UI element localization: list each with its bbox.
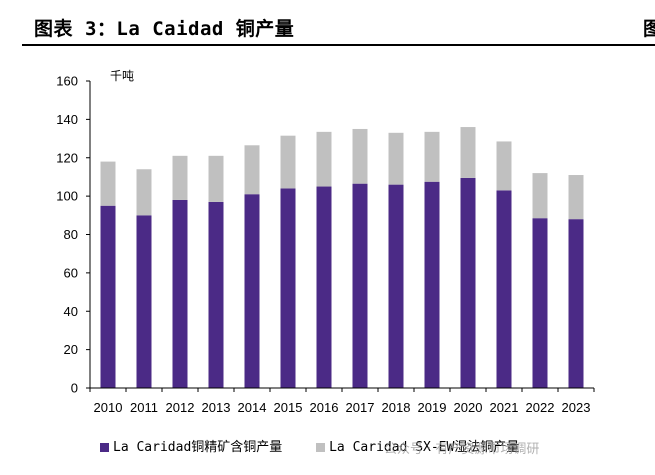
x-tick-label: 2018 bbox=[382, 400, 411, 415]
x-tick-label: 2019 bbox=[418, 400, 447, 415]
x-tick-label: 2010 bbox=[94, 400, 123, 415]
x-tick-label: 2013 bbox=[202, 400, 231, 415]
x-tick-label: 2021 bbox=[490, 400, 519, 415]
bar-concentrate-2013 bbox=[208, 201, 224, 388]
x-tick-label: 2011 bbox=[130, 400, 158, 415]
y-tick-label: 60 bbox=[64, 265, 78, 280]
bar-sxew-2023 bbox=[568, 175, 584, 220]
bar-concentrate-2022 bbox=[532, 218, 548, 388]
legend-item-concentrate: La Caridad铜精矿含铜产量 bbox=[100, 436, 282, 455]
x-tick-label: 2015 bbox=[274, 400, 303, 415]
x-tick-label: 2017 bbox=[346, 400, 375, 415]
y-tick-label: 160 bbox=[56, 74, 78, 89]
x-tick-label: 2012 bbox=[166, 400, 195, 415]
bar-concentrate-2011 bbox=[136, 215, 152, 388]
title-divider bbox=[22, 44, 655, 46]
bar-sxew-2020 bbox=[460, 127, 476, 178]
y-tick-label: 0 bbox=[71, 381, 78, 396]
y-tick-label: 120 bbox=[56, 150, 78, 165]
bar-sxew-2018 bbox=[388, 132, 404, 185]
bar-concentrate-2016 bbox=[316, 186, 332, 388]
bar-concentrate-2021 bbox=[496, 190, 512, 388]
bar-sxew-2011 bbox=[136, 169, 152, 216]
bar-sxew-2019 bbox=[424, 131, 440, 182]
legend-label-sxew: La Caridad SX-EW湿法铜产量 bbox=[329, 440, 520, 455]
bar-sxew-2021 bbox=[496, 141, 512, 191]
bar-concentrate-2023 bbox=[568, 219, 584, 388]
legend-swatch-sxew bbox=[316, 443, 326, 452]
y-tick-label: 100 bbox=[56, 189, 78, 204]
bar-concentrate-2010 bbox=[100, 205, 116, 388]
chart-legend: La Caridad铜精矿含铜产量 La Caridad SX-EW湿法铜产量 bbox=[100, 436, 545, 455]
bar-sxew-2012 bbox=[172, 155, 188, 200]
legend-label-concentrate: La Caridad铜精矿含铜产量 bbox=[113, 440, 283, 455]
legend-item-sxew: La Caridad SX-EW湿法铜产量 bbox=[316, 436, 519, 455]
bar-concentrate-2014 bbox=[244, 194, 260, 388]
bar-sxew-2022 bbox=[532, 173, 548, 219]
chart-title: 图表 3：La Caidad 铜产量 bbox=[34, 18, 295, 40]
watermark: 公众号 · 有产资源市场调研 bbox=[384, 442, 540, 457]
bar-sxew-2010 bbox=[100, 161, 116, 206]
y-tick-label: 40 bbox=[64, 304, 78, 319]
x-tick-label: 2014 bbox=[238, 400, 267, 415]
bar-sxew-2016 bbox=[316, 131, 332, 187]
bar-sxew-2013 bbox=[208, 155, 224, 202]
bar-concentrate-2012 bbox=[172, 199, 188, 388]
x-tick-label: 2020 bbox=[454, 400, 483, 415]
y-tick-label: 20 bbox=[64, 342, 78, 357]
bar-sxew-2015 bbox=[280, 135, 296, 189]
bar-concentrate-2019 bbox=[424, 181, 440, 388]
y-axis-unit-label: 千吨 bbox=[110, 69, 134, 83]
y-tick-label: 140 bbox=[56, 112, 78, 127]
bar-concentrate-2020 bbox=[460, 177, 476, 388]
bar-sxew-2017 bbox=[352, 128, 368, 184]
bar-sxew-2014 bbox=[244, 145, 260, 195]
legend-swatch-concentrate bbox=[100, 443, 109, 452]
bar-concentrate-2018 bbox=[388, 184, 404, 388]
x-tick-label: 2022 bbox=[526, 400, 555, 415]
x-tick-label: 2023 bbox=[562, 400, 591, 415]
bar-concentrate-2015 bbox=[280, 188, 296, 388]
y-tick-label: 80 bbox=[64, 227, 78, 242]
cropped-edge-text: 图 bbox=[643, 18, 655, 40]
x-tick-label: 2016 bbox=[310, 400, 339, 415]
bar-concentrate-2017 bbox=[352, 183, 368, 388]
